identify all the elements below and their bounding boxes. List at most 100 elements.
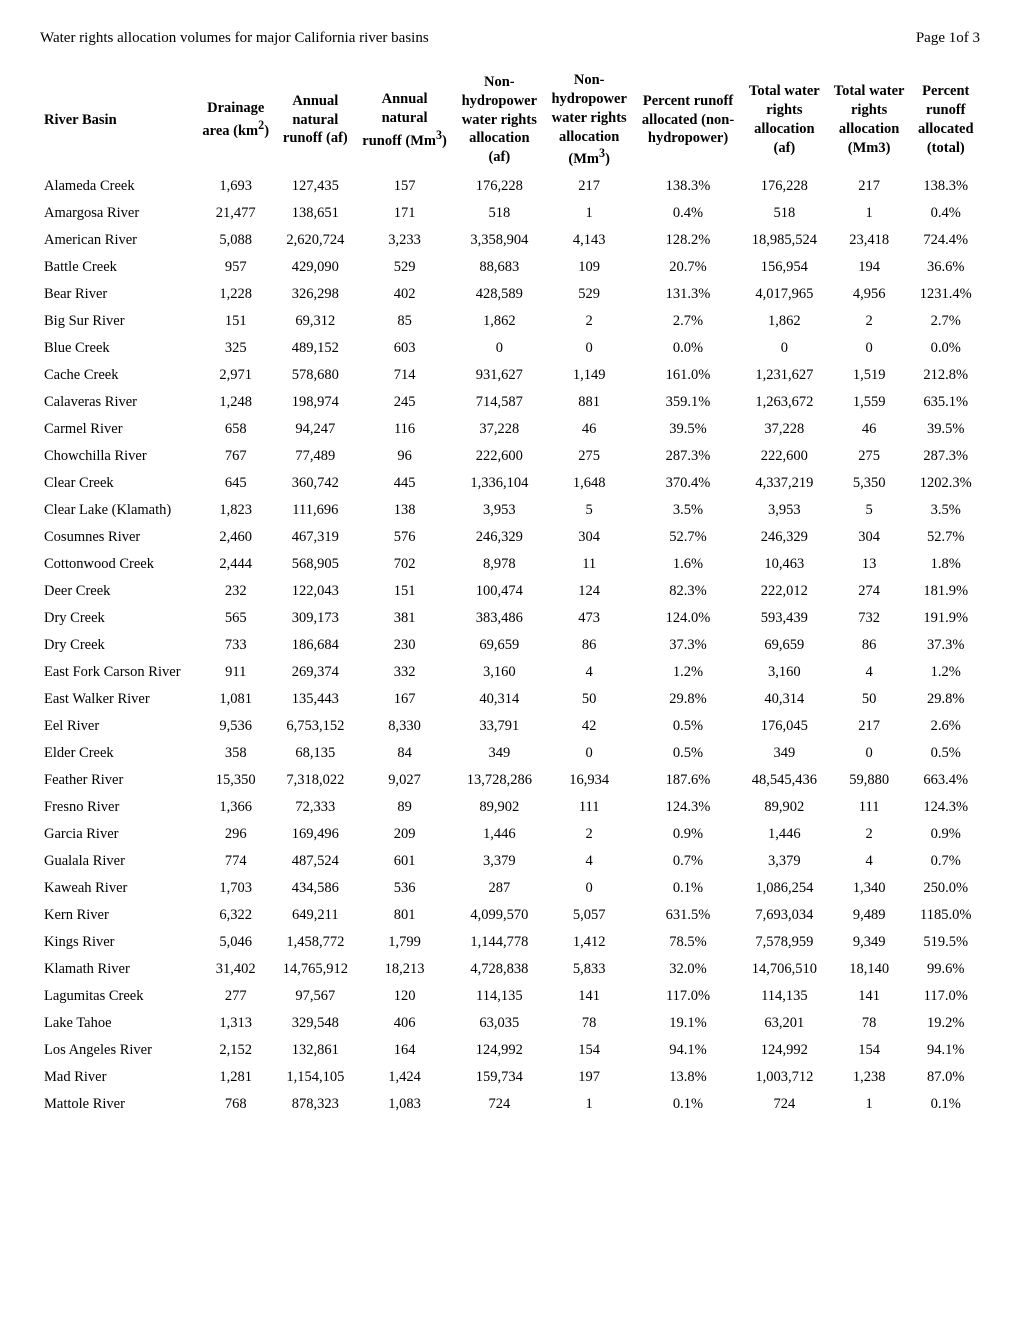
table-cell: 576 — [355, 524, 455, 551]
table-cell: 1,823 — [196, 497, 276, 524]
table-row: Dry Creek733186,68423069,6598637.3%69,65… — [40, 632, 980, 659]
table-row: Deer Creek232122,043151100,47412482.3%22… — [40, 578, 980, 605]
table-row: Eel River9,5366,753,1528,33033,791420.5%… — [40, 713, 980, 740]
table-cell: 326,298 — [276, 281, 355, 308]
table-cell: Dry Creek — [40, 605, 196, 632]
table-cell: 0.5% — [634, 740, 742, 767]
table-cell: 1,154,105 — [276, 1064, 355, 1091]
table-cell: East Fork Carson River — [40, 659, 196, 686]
table-cell: 601 — [355, 848, 455, 875]
table-cell: 46 — [827, 416, 912, 443]
table-cell: 287.3% — [912, 443, 980, 470]
table-cell: 663.4% — [912, 767, 980, 794]
table-cell: 5,046 — [196, 929, 276, 956]
table-cell: 9,536 — [196, 713, 276, 740]
table-cell: 37.3% — [634, 632, 742, 659]
table-cell: 304 — [544, 524, 634, 551]
table-cell: 89,902 — [454, 794, 544, 821]
table-cell: 217 — [544, 173, 634, 200]
table-cell: 246,329 — [454, 524, 544, 551]
table-cell: 85 — [355, 308, 455, 335]
col-total-alloc-mm3: Total waterrightsallocation(Mm3) — [827, 67, 912, 173]
table-cell: 1,083 — [355, 1091, 455, 1118]
table-cell: 0.7% — [912, 848, 980, 875]
table-cell: 2.7% — [634, 308, 742, 335]
table-cell: 714,587 — [454, 389, 544, 416]
table-row: American River5,0882,620,7243,2333,358,9… — [40, 227, 980, 254]
col-percent-total: Percentrunoffallocated(total) — [912, 67, 980, 173]
table-cell: 13 — [827, 551, 912, 578]
table-cell: 3.5% — [634, 497, 742, 524]
table-cell: Carmel River — [40, 416, 196, 443]
table-cell: 151 — [196, 308, 276, 335]
table-cell: Deer Creek — [40, 578, 196, 605]
table-cell: 176,228 — [742, 173, 827, 200]
table-cell: 3,953 — [454, 497, 544, 524]
table-row: Gualala River774487,5246013,37940.7%3,37… — [40, 848, 980, 875]
table-cell: 84 — [355, 740, 455, 767]
table-cell: 2,444 — [196, 551, 276, 578]
document-title: Water rights allocation volumes for majo… — [40, 30, 429, 47]
table-cell: 4 — [827, 848, 912, 875]
table-cell: 4,017,965 — [742, 281, 827, 308]
table-cell: 1,366 — [196, 794, 276, 821]
table-cell: 69,659 — [454, 632, 544, 659]
table-cell: 1,519 — [827, 362, 912, 389]
table-cell: 11 — [544, 551, 634, 578]
table-cell: 18,140 — [827, 956, 912, 983]
table-cell: 4 — [827, 659, 912, 686]
table-cell: 245 — [355, 389, 455, 416]
table-cell: 1,862 — [742, 308, 827, 335]
table-cell: 4,099,570 — [454, 902, 544, 929]
table-cell: 518 — [454, 200, 544, 227]
col-annual-runoff-af: Annualnaturalrunoff (af) — [276, 67, 355, 173]
table-cell: 96 — [355, 443, 455, 470]
table-cell: 88,683 — [454, 254, 544, 281]
table-cell: Chowchilla River — [40, 443, 196, 470]
table-cell: Kaweah River — [40, 875, 196, 902]
table-cell: 18,985,524 — [742, 227, 827, 254]
table-cell: 169,496 — [276, 821, 355, 848]
table-row: Los Angeles River2,152132,861164124,9921… — [40, 1037, 980, 1064]
table-cell: 246,329 — [742, 524, 827, 551]
table-cell: 132,861 — [276, 1037, 355, 1064]
table-cell: Kings River — [40, 929, 196, 956]
table-cell: 39.5% — [912, 416, 980, 443]
table-cell: 304 — [827, 524, 912, 551]
table-cell: 287 — [454, 875, 544, 902]
table-cell: 489,152 — [276, 335, 355, 362]
table-cell: 275 — [544, 443, 634, 470]
table-cell: 63,201 — [742, 1010, 827, 1037]
table-cell: 94.1% — [634, 1037, 742, 1064]
table-cell: 724.4% — [912, 227, 980, 254]
table-cell: 186,684 — [276, 632, 355, 659]
table-cell: 9,489 — [827, 902, 912, 929]
table-cell: 131.3% — [634, 281, 742, 308]
table-cell: 222,600 — [454, 443, 544, 470]
table-cell: 3,953 — [742, 497, 827, 524]
table-cell: 1,149 — [544, 362, 634, 389]
table-row: Calaveras River1,248198,974245714,587881… — [40, 389, 980, 416]
table-cell: 0.9% — [912, 821, 980, 848]
table-cell: Clear Creek — [40, 470, 196, 497]
table-cell: 1,412 — [544, 929, 634, 956]
table-cell: 473 — [544, 605, 634, 632]
table-cell: 78.5% — [634, 929, 742, 956]
table-cell: 42 — [544, 713, 634, 740]
table-cell: 0.0% — [912, 335, 980, 362]
table-cell: 8,978 — [454, 551, 544, 578]
table-cell: 120 — [355, 983, 455, 1010]
table-cell: 124.0% — [634, 605, 742, 632]
table-cell: 124,992 — [454, 1037, 544, 1064]
table-cell: 99.6% — [912, 956, 980, 983]
table-cell: 9,027 — [355, 767, 455, 794]
table-cell: 1 — [827, 1091, 912, 1118]
table-cell: 349 — [742, 740, 827, 767]
table-cell: Cache Creek — [40, 362, 196, 389]
table-cell: 15,350 — [196, 767, 276, 794]
table-cell: 176,045 — [742, 713, 827, 740]
table-cell: 0 — [454, 335, 544, 362]
table-cell: 1,446 — [742, 821, 827, 848]
table-cell: 631.5% — [634, 902, 742, 929]
table-cell: 116 — [355, 416, 455, 443]
